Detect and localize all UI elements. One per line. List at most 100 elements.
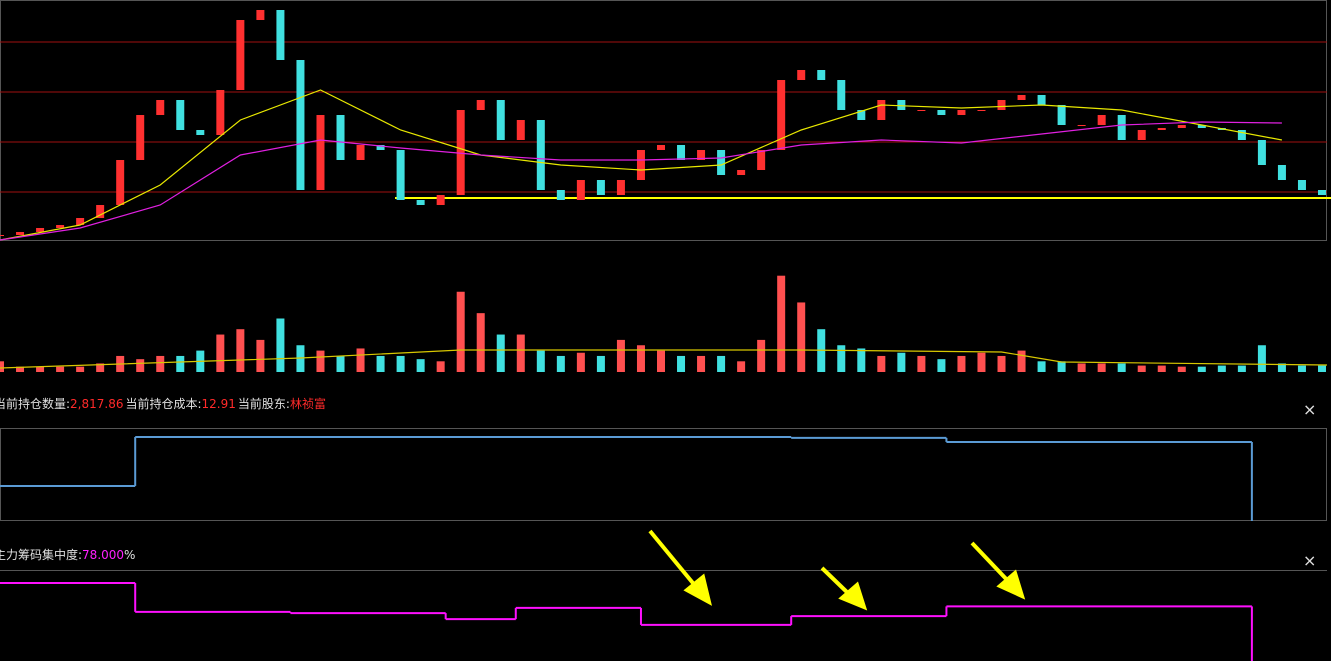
volume-bar <box>536 350 545 372</box>
volume-bar <box>216 334 225 372</box>
arrow-head <box>683 573 712 606</box>
candle <box>16 232 25 235</box>
candle <box>697 150 706 160</box>
candle <box>1237 130 1246 140</box>
candle <box>897 100 906 110</box>
volume-bar <box>516 334 525 372</box>
volume-bar <box>336 355 345 372</box>
candle <box>616 180 625 195</box>
candle <box>1137 130 1146 140</box>
volume-bar <box>1297 365 1306 372</box>
volume-bar <box>717 355 726 372</box>
candle <box>156 100 165 115</box>
candle <box>1037 95 1046 105</box>
candle <box>236 20 245 90</box>
close-button[interactable]: × <box>1303 551 1317 570</box>
value: 78.000 <box>82 548 125 562</box>
volume-bar <box>857 348 866 372</box>
volume-bar <box>1037 361 1046 372</box>
candle <box>717 150 726 175</box>
candle <box>817 70 826 80</box>
candle <box>857 110 866 120</box>
candle <box>797 70 806 80</box>
moving-average <box>0 121 1282 241</box>
volume-bar <box>356 348 365 372</box>
volume-bar <box>576 352 585 372</box>
volume-bar <box>697 355 706 372</box>
volume-bar <box>737 361 746 372</box>
volume-bar <box>556 355 565 372</box>
volume-bar <box>156 355 165 372</box>
value: 2,817.86 <box>70 397 124 411</box>
volume-bar <box>1177 366 1186 372</box>
volume-bar <box>456 291 465 372</box>
candle <box>536 120 545 190</box>
volume-bar <box>1057 361 1066 372</box>
volume-bar <box>797 302 806 372</box>
volume-bar <box>1017 350 1026 372</box>
volume-bar <box>0 361 4 372</box>
volume-bar <box>96 363 105 372</box>
volume-bar <box>656 350 665 372</box>
volume-bar <box>1137 365 1146 372</box>
volume-bar <box>276 318 285 372</box>
volume-bar <box>1097 363 1106 372</box>
candle <box>1117 115 1126 140</box>
volume-bar <box>296 345 305 372</box>
volume-bar <box>917 355 926 372</box>
value: 林祯富 <box>289 397 326 411</box>
volume-bar <box>1077 363 1086 372</box>
volume-bar <box>316 350 325 372</box>
candle <box>316 115 325 190</box>
candle <box>1257 140 1266 165</box>
candle <box>1017 95 1026 100</box>
label: 当前股东: <box>237 397 290 411</box>
candle <box>757 150 766 170</box>
candle <box>877 100 886 120</box>
volume-bar <box>496 334 505 372</box>
candle <box>837 80 846 110</box>
candle <box>556 190 565 200</box>
candle <box>1297 180 1306 190</box>
candle <box>456 110 465 195</box>
volume-bar <box>997 355 1006 372</box>
volume-bar <box>837 345 846 372</box>
close-button[interactable]: × <box>1303 400 1317 419</box>
candle <box>356 145 365 160</box>
volume-bar <box>1257 345 1266 372</box>
volume-bar <box>777 275 786 372</box>
candle <box>977 110 986 111</box>
candle <box>336 115 345 160</box>
volume-bar <box>1277 363 1286 372</box>
volume-bar <box>56 366 65 372</box>
volume-bar <box>136 359 145 372</box>
candle <box>196 130 205 135</box>
candle <box>296 60 305 190</box>
candle <box>596 180 605 195</box>
volume-bar <box>757 339 766 372</box>
volume-bar <box>1117 363 1126 372</box>
candle <box>1197 125 1206 128</box>
arrows <box>648 529 1026 611</box>
candle <box>737 170 746 175</box>
candle <box>0 235 4 236</box>
label: 当前持仓数量: <box>0 397 71 411</box>
candle <box>476 100 485 110</box>
candle <box>656 145 665 150</box>
unit: % <box>124 548 136 562</box>
candle <box>56 225 65 228</box>
holding-header: 当前持仓数量:2,817.86 当前持仓成本:12.91 当前股东:林祯富 <box>0 395 328 412</box>
value: 12.91 <box>201 397 236 411</box>
candle <box>1317 190 1326 195</box>
volume-bar <box>76 366 85 372</box>
arrow-head <box>996 569 1026 600</box>
candle <box>496 100 505 140</box>
candle <box>1057 105 1066 125</box>
label: 当前持仓成本: <box>125 397 202 411</box>
candle <box>1157 128 1166 130</box>
volume-bar <box>1237 365 1246 372</box>
arrow <box>648 529 699 590</box>
candle <box>1177 125 1186 128</box>
candle <box>997 100 1006 110</box>
